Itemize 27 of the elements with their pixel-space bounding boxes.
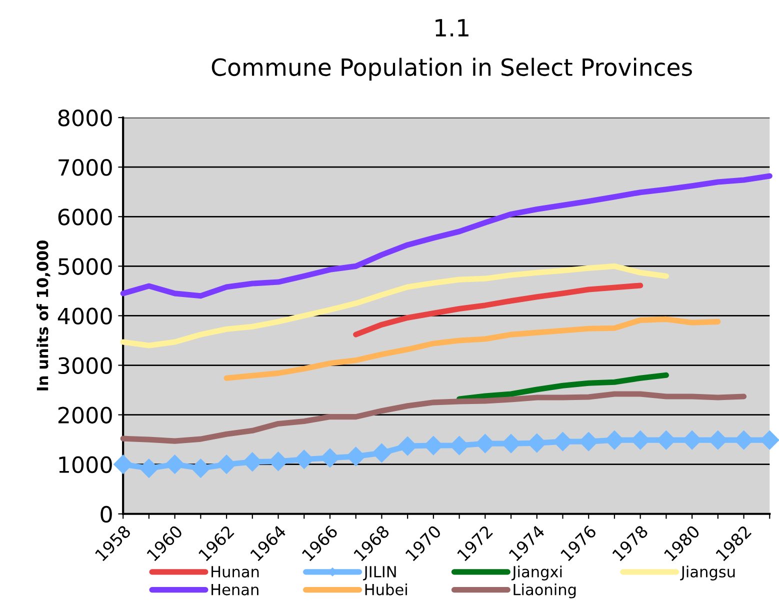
y-axis-title: In units of 10,000 — [36, 240, 50, 390]
legend-label: Hubei — [365, 584, 407, 596]
y-tick-label: 0 — [100, 506, 112, 523]
point — [165, 454, 184, 474]
point — [114, 454, 133, 474]
point — [191, 458, 210, 478]
legend-label: JILIN — [363, 566, 396, 580]
point — [346, 446, 366, 466]
legend-label: Henan — [212, 584, 258, 596]
y-tick-label: 8000 — [58, 110, 112, 126]
y-tick-label: 1000 — [59, 456, 112, 474]
point — [372, 443, 392, 462]
y-tick-label: 3000 — [58, 357, 112, 374]
y-tick-label: 4000 — [58, 308, 112, 324]
chart-subtitle: Commune Population in Select Provinces — [212, 58, 692, 81]
y-tick-label: 6000 — [58, 208, 112, 226]
y-tick-label: 7000 — [58, 159, 112, 176]
y-tick-label: 2000 — [58, 406, 112, 424]
point — [294, 450, 314, 469]
point — [139, 458, 158, 478]
legend-label: Hunan — [212, 566, 259, 578]
legend-label: Jiangsu — [680, 566, 735, 580]
legend-label: Jiangxi — [511, 566, 562, 580]
y-tick-label: 5000 — [58, 258, 112, 275]
point — [217, 454, 236, 474]
chart-title: 1.1 — [436, 19, 468, 36]
legend-label: Liaoning — [514, 584, 576, 598]
